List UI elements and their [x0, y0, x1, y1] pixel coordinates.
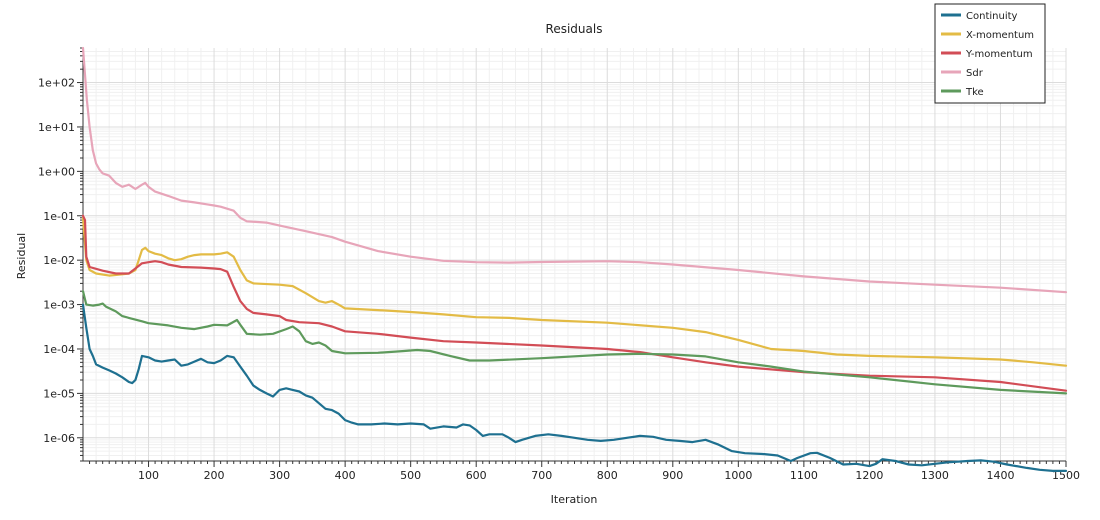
x-tick-label: 1200 — [855, 469, 883, 482]
x-tick-label: 500 — [400, 469, 421, 482]
series-line-continuity — [81, 303, 1068, 472]
series-layer — [81, 46, 1068, 472]
y-tick-label: 1e-05 — [43, 387, 75, 400]
y-tick-label: 1e+00 — [38, 165, 75, 178]
series-line-x-momentum — [81, 216, 1068, 367]
grid — [83, 48, 1067, 461]
series-line-y-momentum — [81, 214, 1068, 392]
x-tick-label: 600 — [466, 469, 487, 482]
y-tick-label: 1e-02 — [43, 254, 75, 267]
x-axis-title: Iteration — [551, 493, 598, 506]
y-tick-label: 1e-01 — [43, 210, 75, 223]
series-line-tke — [81, 290, 1068, 395]
x-tick-label: 800 — [597, 469, 618, 482]
y-axis-title: Residual — [15, 233, 28, 279]
x-tick-label: 900 — [662, 469, 683, 482]
x-tick-label: 200 — [204, 469, 225, 482]
y-tick-label: 1e-03 — [43, 299, 75, 312]
x-tick-label: 100 — [138, 469, 159, 482]
x-tick-label: 300 — [269, 469, 290, 482]
y-tick-label: 1e-06 — [43, 432, 75, 445]
series-line-sdr — [81, 46, 1068, 294]
y-tick-label: 1e-04 — [43, 343, 75, 356]
x-tick-label: 1100 — [790, 469, 818, 482]
legend-label-tke: Tke — [965, 87, 984, 98]
x-tick-label: 700 — [531, 469, 552, 482]
y-tick-label: 1e+02 — [38, 77, 75, 90]
legend-label-x-momentum: X-momentum — [966, 30, 1034, 41]
legend-label-sdr: Sdr — [966, 68, 984, 79]
x-tick-label: 400 — [335, 469, 356, 482]
x-tick-label: 1400 — [986, 469, 1014, 482]
x-tick-label: 1500 — [1052, 469, 1080, 482]
legend-label-continuity: Continuity — [966, 11, 1018, 22]
y-tick-label: 1e+01 — [38, 121, 75, 134]
x-tick-label: 1300 — [921, 469, 949, 482]
legend-label-y-momentum: Y-momentum — [965, 49, 1033, 60]
legend: Continuity X-momentum Y-momentum Sdr Tke — [934, 3, 1046, 104]
chart-title: Residuals — [546, 22, 603, 36]
x-tick-label: 1000 — [724, 469, 752, 482]
